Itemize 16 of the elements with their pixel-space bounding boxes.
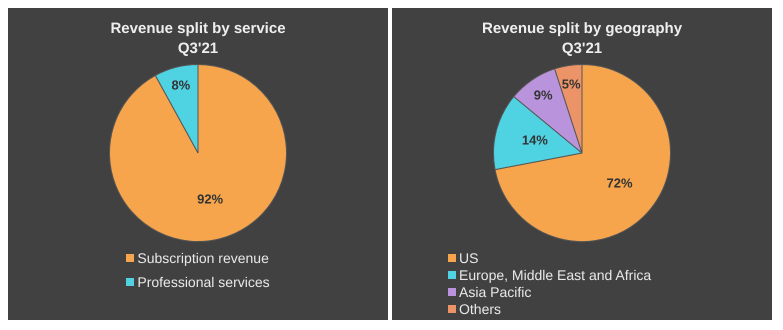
data-label: 92% — [197, 192, 224, 207]
chart-title: Revenue split by service — [110, 20, 286, 38]
legend-label: Asia Pacific — [459, 284, 532, 300]
data-label: 14% — [522, 132, 548, 148]
data-label: 5% — [562, 76, 582, 92]
chart-title: Revenue split by geography — [482, 20, 683, 38]
legend-label: Europe, Middle East and Africa — [459, 267, 652, 283]
data-label: 8% — [171, 78, 191, 93]
legend-label: Subscription revenue — [137, 250, 269, 266]
data-label: 9% — [534, 87, 554, 102]
data-label: 72% — [606, 176, 633, 191]
chart-subtitle: Q3'21 — [178, 40, 218, 58]
legend-label: US — [459, 250, 478, 266]
legend-label: Professional services — [137, 274, 270, 290]
legend-label: Others — [459, 301, 502, 317]
chart-subtitle: Q3'21 — [562, 40, 602, 58]
